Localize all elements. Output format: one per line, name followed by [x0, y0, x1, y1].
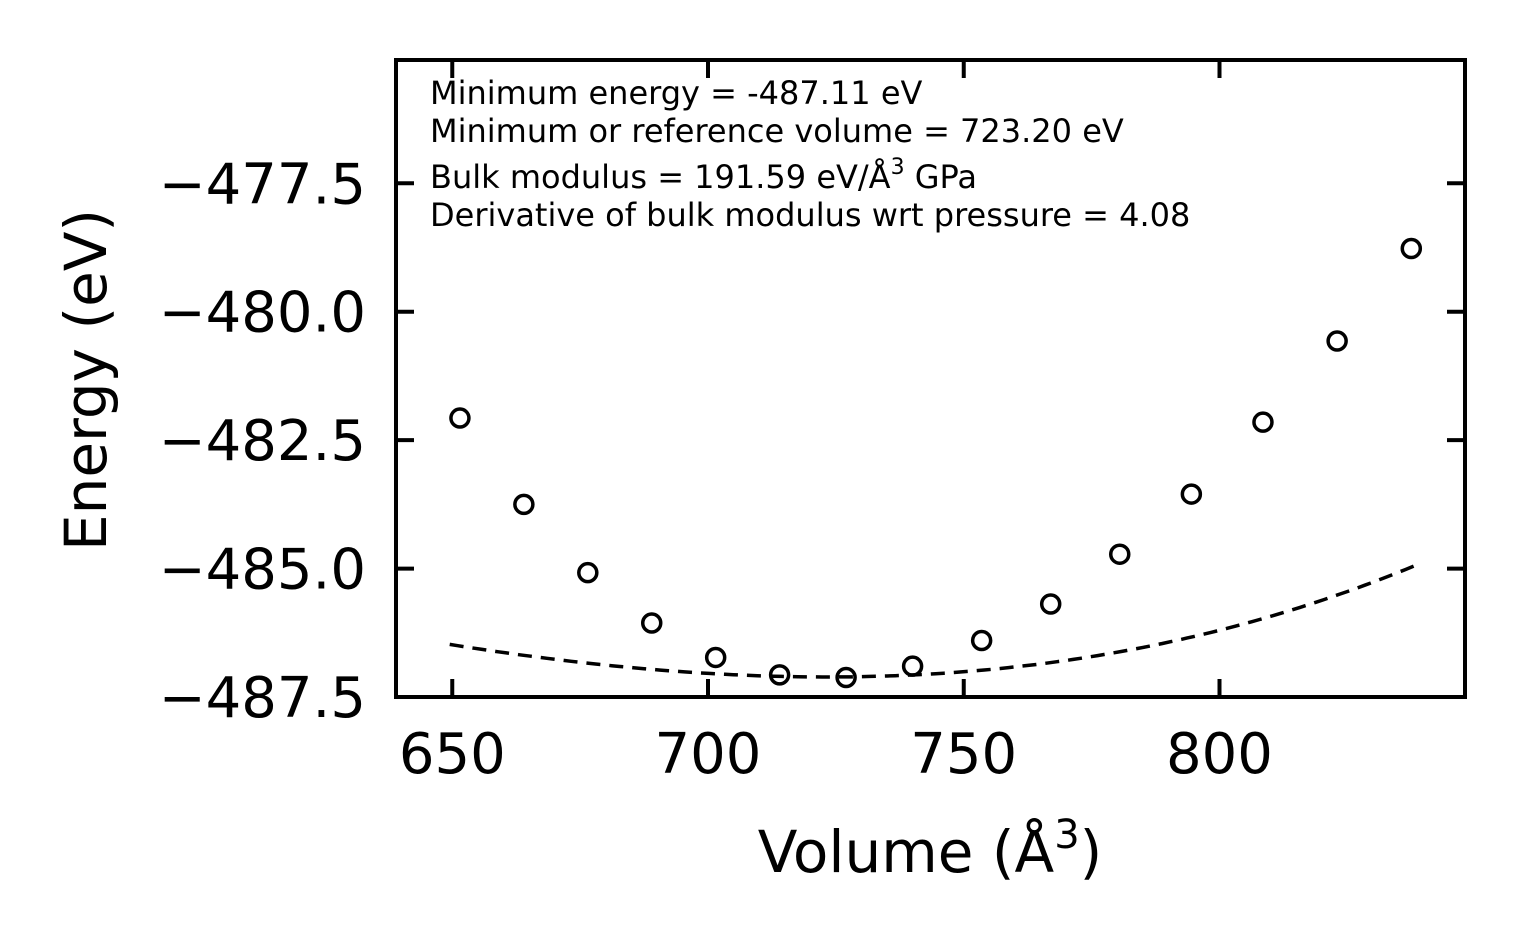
data-point	[640, 612, 663, 634]
x-tick-label: 750	[910, 722, 1017, 787]
y-tick-label: −482.5	[159, 409, 366, 474]
annotation-min-energy: Minimum energy = -487.11 eV	[430, 74, 923, 112]
data-point	[970, 629, 993, 652]
plot-area	[394, 58, 1467, 699]
ticks: 650 700 750 800 −487.5 −485.0 −482.5 −480.0 −477…	[159, 60, 1465, 787]
y-tick-label: −485.0	[159, 538, 366, 603]
x-tick-label: 800	[1166, 722, 1273, 787]
x-tick-label: 700	[655, 722, 762, 787]
x-axis-label-end: )	[1080, 818, 1103, 886]
plot-frame	[394, 58, 1467, 699]
x-axis-label-sup: 3	[1054, 812, 1079, 858]
data-point	[449, 407, 471, 429]
x-axis-label-text: Volume (Å	[758, 817, 1055, 886]
data-point	[835, 666, 857, 689]
data-point	[901, 655, 924, 677]
annotation-bulk-modulus: Bulk modulus = 191.59 eV/Å3 GPa	[430, 155, 977, 196]
data-point	[1400, 237, 1423, 260]
x-axis-label: Volume (Å3)	[758, 812, 1103, 886]
annotation-ref-volume: Minimum or reference volume = 723.20 eV	[430, 112, 1124, 150]
data-point	[704, 646, 727, 669]
y-tick-label: −487.5	[159, 666, 366, 731]
annotation-bulk-modulus-text: Bulk modulus = 191.59 eV/Å	[430, 158, 891, 196]
data-point	[1180, 483, 1203, 505]
data-point	[1252, 411, 1274, 433]
fit-curve	[449, 561, 1423, 679]
data-point	[1039, 593, 1062, 615]
annotation-bulk-modulus-sup: 3	[891, 155, 905, 180]
fit-layer	[449, 561, 1423, 679]
annotation-box: Minimum energy = -487.11 eV Minimum or r…	[430, 74, 1190, 234]
data-point	[768, 664, 791, 686]
data-point	[1326, 330, 1348, 352]
y-tick-label: −480.0	[159, 281, 366, 346]
annotation-bulk-derivative: Derivative of bulk modulus wrt pressure …	[430, 196, 1190, 234]
data-point	[577, 561, 599, 584]
y-axis-label: Energy (eV)	[52, 209, 120, 551]
y-tick-label: −477.5	[159, 152, 366, 217]
data-point	[1108, 543, 1131, 565]
points-layer	[449, 237, 1423, 689]
x-tick-label: 650	[399, 722, 506, 787]
data-point	[513, 493, 535, 516]
annotation-bulk-modulus-unit: GPa	[905, 158, 977, 196]
